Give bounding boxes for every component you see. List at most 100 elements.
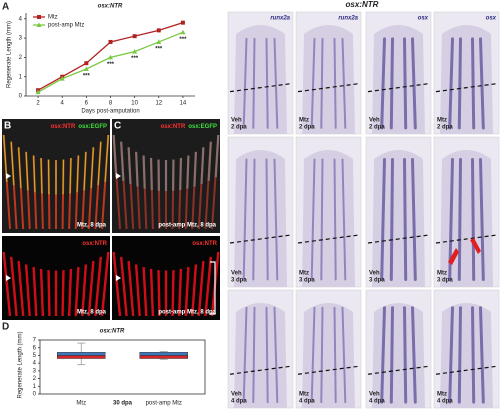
y-tick-label: 3	[33, 368, 37, 374]
fin-ray	[112, 251, 122, 317]
x-tick-label: 2	[36, 101, 40, 107]
fin-ray	[87, 260, 95, 317]
stain	[380, 37, 386, 130]
amputation-plane	[229, 365, 292, 375]
fin-ray	[100, 251, 110, 317]
condition-label: Mtz	[437, 392, 447, 398]
stain	[479, 37, 485, 130]
fin-ray-egfp	[76, 155, 80, 193]
stain	[457, 158, 462, 281]
marker	[108, 39, 113, 44]
amputation-plane	[367, 234, 430, 244]
fin-tissue	[372, 150, 425, 287]
stage-label: 2 dpa	[299, 125, 315, 131]
stain	[252, 158, 256, 281]
marker-name: osx:NTR	[82, 241, 107, 247]
x-axis-label: 30 dpa	[113, 401, 133, 407]
x-tick-label: Mtz	[76, 401, 86, 407]
x-tick-label: 6	[85, 101, 89, 107]
y-tick-label: 2	[19, 55, 23, 61]
amputation-plane	[297, 234, 360, 244]
marker	[108, 54, 113, 60]
stain	[411, 37, 417, 130]
stain	[389, 306, 394, 404]
y-tick-label: 0	[19, 94, 23, 100]
fin-regenerate	[112, 134, 118, 178]
stage-label: 4 dpa	[369, 399, 385, 405]
fin-ray	[47, 270, 51, 317]
marker-label: osx:NTR osx:EGFP	[51, 124, 107, 130]
arrow	[470, 238, 481, 254]
x-tick-label: 14	[180, 101, 187, 107]
y-tick-label: 3	[19, 36, 23, 42]
amputation-arrow	[116, 275, 121, 281]
stage-label: 2 dpa	[437, 125, 453, 131]
panel-label: C	[114, 121, 121, 132]
marker	[156, 28, 161, 33]
fin-ray	[119, 256, 128, 317]
condition-label: Mtz	[299, 118, 309, 124]
probe-label: runx2a	[270, 16, 290, 22]
amputation-plane	[297, 365, 360, 375]
fin-regenerate	[186, 155, 190, 189]
y-tick-label: 7	[33, 338, 37, 344]
box-upper	[139, 352, 188, 356]
caption: Mtz, 8 dpa	[77, 310, 107, 316]
marker-name: osx:NTR	[161, 124, 186, 130]
marker	[156, 39, 162, 44]
marker	[180, 20, 185, 25]
amputation-arrow	[6, 173, 11, 179]
stain	[265, 158, 269, 281]
y-tick-label: 4	[19, 16, 23, 22]
x-tick-label: 4	[61, 101, 65, 107]
stage-label: 4 dpa	[437, 399, 453, 405]
bracket	[210, 261, 216, 315]
marker	[84, 61, 89, 66]
stain	[320, 158, 324, 281]
significance: ***	[83, 74, 91, 80]
stain	[471, 158, 476, 281]
box-lower	[57, 355, 106, 359]
marker-name: osx:EGFP	[188, 124, 217, 130]
stain	[273, 158, 279, 281]
y-tick-label: 1	[19, 74, 23, 80]
condition-label: Mtz	[437, 271, 447, 277]
stain	[242, 37, 248, 129]
fin-ray-egfp	[104, 134, 109, 183]
probe-label: osx	[418, 16, 429, 22]
amputation-plane	[229, 234, 292, 244]
significance: ***	[179, 37, 187, 43]
fin-ray-egfp	[40, 158, 43, 194]
fin-tissue	[302, 150, 355, 287]
plot-frame	[39, 339, 206, 395]
stain	[380, 158, 386, 281]
amputation-plane	[435, 83, 498, 93]
fin-ray	[191, 264, 198, 317]
fin-regenerate	[135, 151, 139, 187]
fin-tissue	[440, 150, 493, 287]
caption: post-amp Mtz, 8 dpa	[158, 223, 216, 229]
stage-label: 4 dpa	[299, 399, 315, 405]
fin-tissue	[302, 25, 355, 134]
condition-label: Mtz	[299, 271, 309, 277]
marker	[132, 49, 138, 54]
box-lower	[139, 355, 188, 359]
condition-label: Veh	[369, 271, 380, 277]
stain	[471, 37, 476, 130]
y-tick-label: 0	[33, 392, 37, 398]
stain	[471, 306, 476, 404]
condition-label: Mtz	[437, 118, 447, 124]
marker	[35, 89, 41, 95]
stain	[252, 306, 256, 404]
fin-tissue	[234, 303, 287, 408]
fin-regenerate	[120, 141, 125, 182]
stain	[448, 37, 454, 130]
stain	[389, 158, 394, 281]
stage-label: 3 dpa	[369, 278, 385, 284]
significance: ***	[131, 56, 139, 62]
stain	[273, 306, 279, 404]
stain	[403, 306, 408, 404]
x-tick-label: post-amp Mtz	[146, 401, 182, 407]
condition-label: Veh	[231, 118, 242, 124]
